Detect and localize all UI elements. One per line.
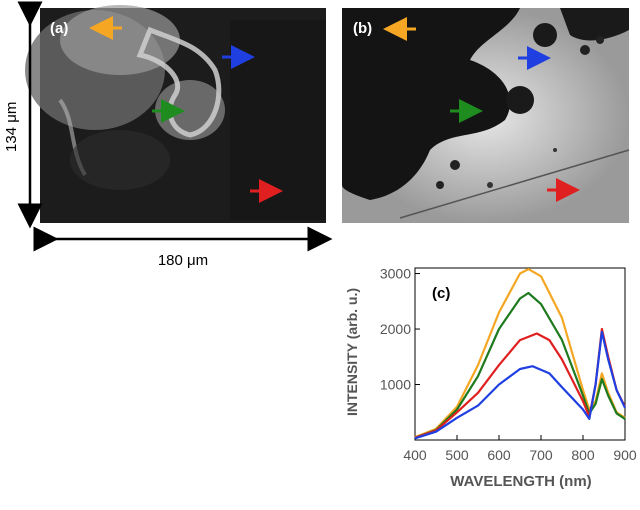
spectrum-series-line	[414, 291, 626, 439]
y-axis-label: INTENSITY (arb. u.)	[344, 288, 360, 416]
x-tick-label: 800	[571, 447, 595, 463]
y-tick-label: 1000	[380, 377, 411, 393]
panel-a-label: (a)	[50, 20, 68, 37]
spectrum-series-line	[414, 327, 626, 439]
spectrum-series-line	[414, 268, 626, 439]
x-tick-label: 600	[487, 447, 511, 463]
x-tick-label: 900	[613, 447, 637, 463]
panel-b-label: (b)	[353, 20, 372, 37]
x-axis-label: WAVELENGTH (nm)	[450, 473, 591, 490]
plot-frame	[414, 267, 626, 441]
x-tick-label: 400	[403, 447, 427, 463]
width-scale-label: 180 μm	[158, 252, 208, 269]
y-tick-label: 3000	[380, 266, 411, 282]
x-tick-label: 700	[529, 447, 553, 463]
panel-c-label: (c)	[432, 285, 450, 302]
spectrum-series-line	[414, 330, 626, 440]
height-scale-label: 134 μm	[3, 102, 20, 152]
y-tick-label: 2000	[380, 321, 411, 337]
x-tick-label: 500	[445, 447, 469, 463]
